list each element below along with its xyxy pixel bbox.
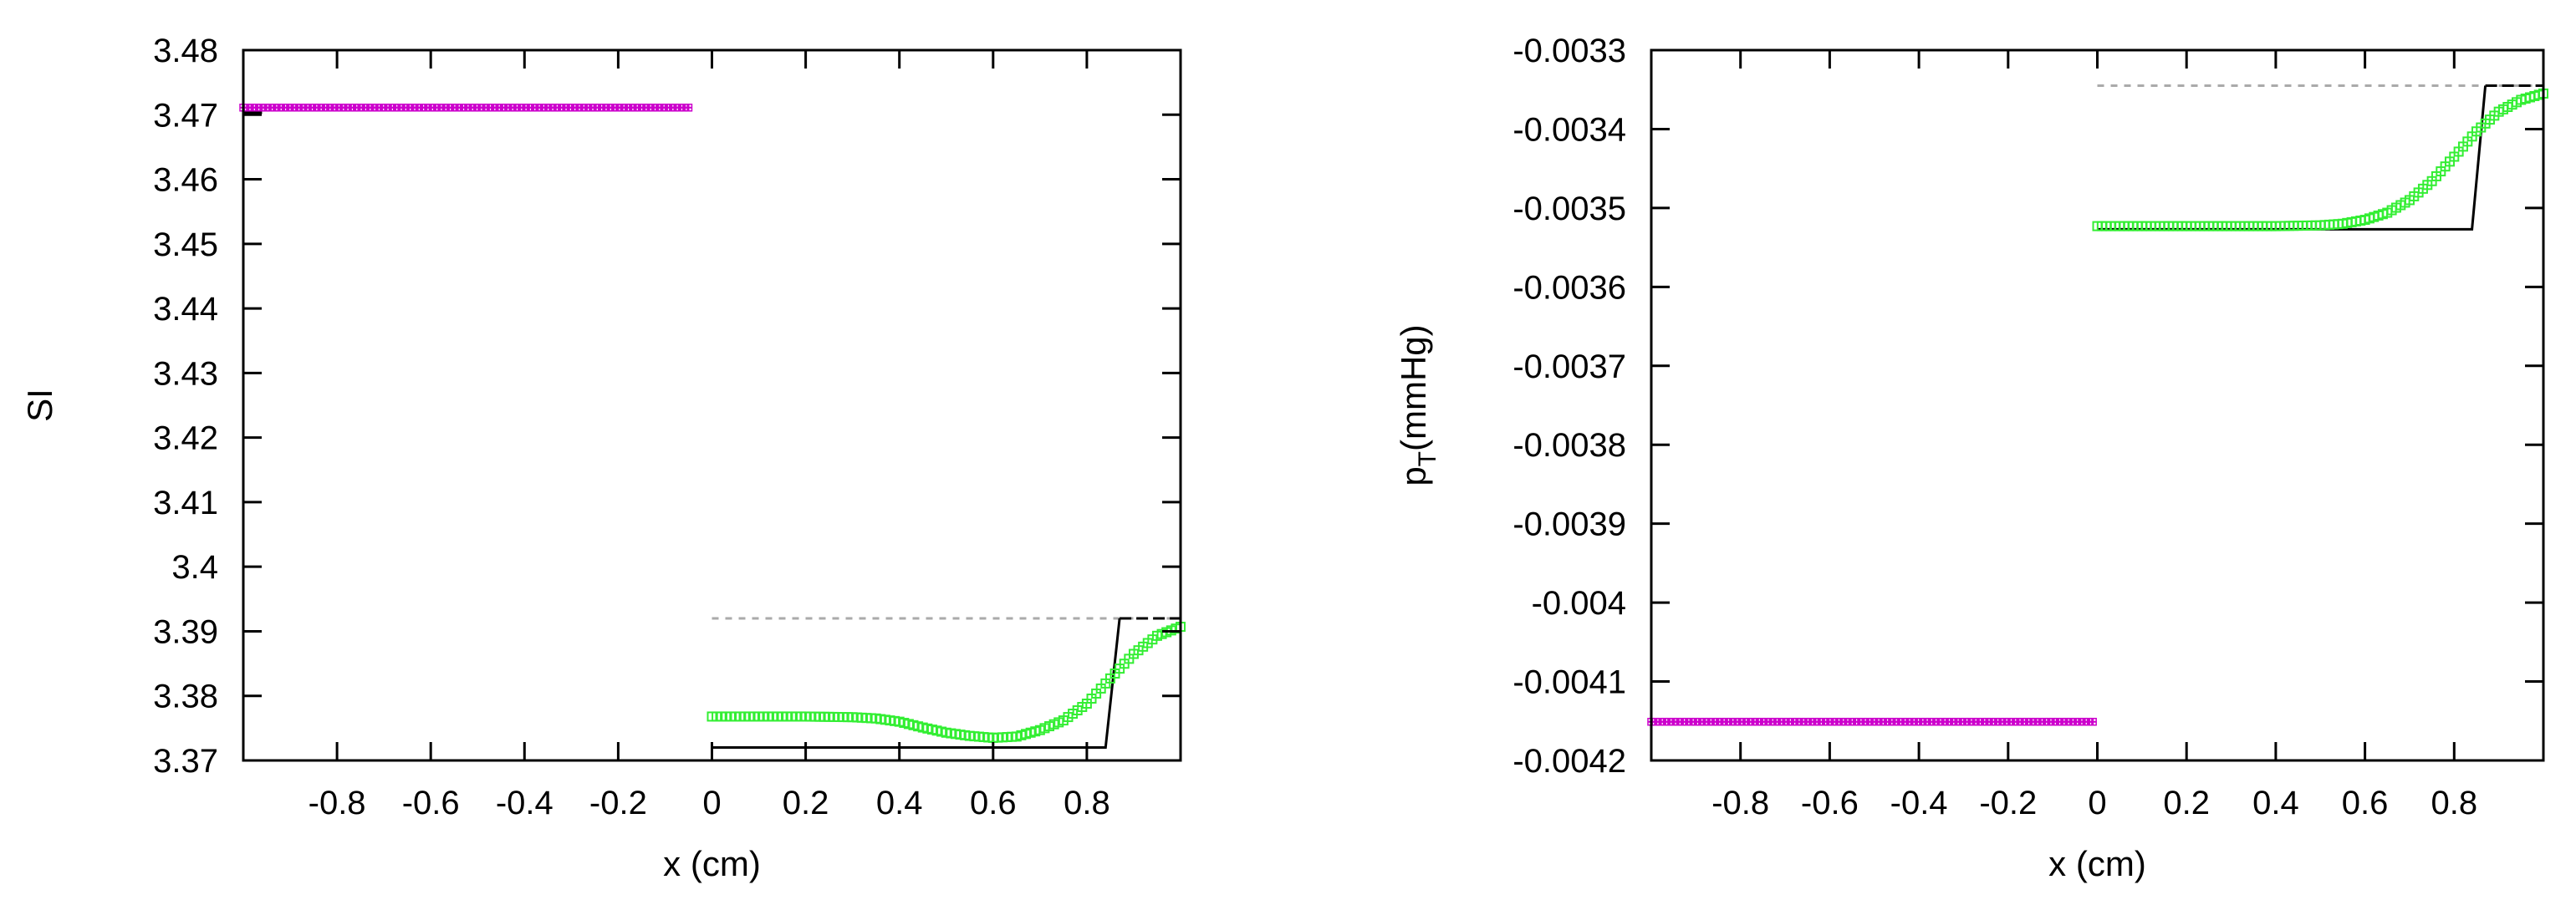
series-line xyxy=(243,111,1121,749)
y-tick-label: 3.38 xyxy=(153,679,218,715)
chart-si-tick-labels: -0.8 -0.6 -0.4 -0.2 0 0.2 0.4 0.6 0.8 3.37 3.38 3.3… xyxy=(153,33,1110,821)
x-tick-label: 0.4 xyxy=(876,785,923,821)
y-tick-label: -0.0039 xyxy=(1512,506,1626,543)
y-tick-label: 3.45 xyxy=(153,226,218,263)
x-tick-label: 0.2 xyxy=(2163,785,2210,821)
chart-pressure-ticks xyxy=(1651,48,2543,762)
x-tick-label: -0.4 xyxy=(1890,785,1948,821)
y-tick-label: 3.4 xyxy=(171,549,218,586)
y-tick-label: 3.46 xyxy=(153,162,218,199)
y-tick-label: -0.0038 xyxy=(1512,427,1626,464)
chart-si-ticks xyxy=(243,48,1181,762)
chart-si-y-axis-label-main: SI xyxy=(20,389,59,422)
chart-pressure-x-axis-label: x (cm) xyxy=(2048,844,2146,883)
y-tick-label: 3.43 xyxy=(153,355,218,392)
y-tick-label: 3.41 xyxy=(153,485,218,521)
chart-pressure-marks xyxy=(1647,84,2548,726)
chart-pressure-y-axis-label-sub: T xyxy=(1414,451,1441,466)
x-tick-label: -0.2 xyxy=(1979,785,2037,821)
chart-si-y-axis-label: SI xyxy=(20,389,59,422)
series-point xyxy=(685,104,692,111)
series-green-markers xyxy=(706,622,1186,743)
series-point xyxy=(2089,718,2097,725)
y-tick-label: -0.0041 xyxy=(1512,664,1626,701)
series-green-markers xyxy=(2092,88,2548,231)
x-tick-label: 0.8 xyxy=(1064,785,1110,821)
x-tick-label: 0 xyxy=(2088,785,2106,821)
series-magenta-markers xyxy=(1647,717,2097,726)
y-tick-label: -0.0034 xyxy=(1512,111,1626,148)
y-tick-label: -0.0035 xyxy=(1512,191,1626,227)
x-tick-label: -0.8 xyxy=(309,785,366,821)
x-tick-label: 0.2 xyxy=(783,785,829,821)
x-tick-label: 0.6 xyxy=(2342,785,2389,821)
y-tick-label: 3.44 xyxy=(153,291,218,328)
chart-si: -0.8 -0.6 -0.4 -0.2 0 0.2 0.4 0.6 0.8 3.37 3.38 3.3… xyxy=(20,33,1186,883)
series-black-solid xyxy=(2097,85,2487,231)
series-point xyxy=(684,104,693,112)
chart-si-x-axis-label: x (cm) xyxy=(663,844,761,883)
series-point xyxy=(2089,717,2097,726)
y-tick-label: -0.0042 xyxy=(1512,743,1626,780)
x-tick-label: -0.6 xyxy=(1801,785,1859,821)
chart-pressure-y-axis-label-unit: (mmHg) xyxy=(1394,324,1433,451)
chart-pressure-y-axis-label-main: p xyxy=(1394,466,1433,486)
x-tick-label: -0.2 xyxy=(589,785,647,821)
chart-si-frame xyxy=(242,48,1182,762)
y-tick-label: -0.0036 xyxy=(1512,269,1626,306)
x-tick-label: 0.4 xyxy=(2252,785,2299,821)
x-tick-label: -0.4 xyxy=(496,785,553,821)
x-tick-label: -0.6 xyxy=(402,785,460,821)
y-tick-label: 3.37 xyxy=(153,743,218,780)
y-tick-label: -0.0033 xyxy=(1512,33,1626,69)
y-tick-label: 3.42 xyxy=(153,420,218,457)
series-black-solid xyxy=(243,111,1121,749)
x-tick-label: 0.8 xyxy=(2431,785,2477,821)
x-tick-label: 0 xyxy=(702,785,721,821)
x-tick-label: -0.8 xyxy=(1711,785,1769,821)
chart-pressure-tick-labels: -0.8 -0.6 -0.4 -0.2 0 0.2 0.4 0.6 0.8 -0.0042 -0.0… xyxy=(1512,33,2477,821)
chart-si-marks xyxy=(239,104,1186,749)
series-magenta-markers xyxy=(239,104,693,112)
y-tick-label: -0.0037 xyxy=(1512,348,1626,385)
y-tick-label: -0.004 xyxy=(1532,585,1626,622)
y-tick-label: 3.39 xyxy=(153,613,218,650)
series-line xyxy=(2097,85,2487,231)
chart-pressure-frame xyxy=(1650,48,2545,762)
x-tick-label: 0.6 xyxy=(970,785,1017,821)
chart-pressure-y-axis-label: pT(mmHg) xyxy=(1394,324,1441,486)
chart-pressure: -0.8 -0.6 -0.4 -0.2 0 0.2 0.4 0.6 0.8 -0.0042 -0.0… xyxy=(1394,33,2548,883)
y-tick-label: 3.47 xyxy=(153,97,218,134)
y-tick-label: 3.48 xyxy=(153,33,218,69)
